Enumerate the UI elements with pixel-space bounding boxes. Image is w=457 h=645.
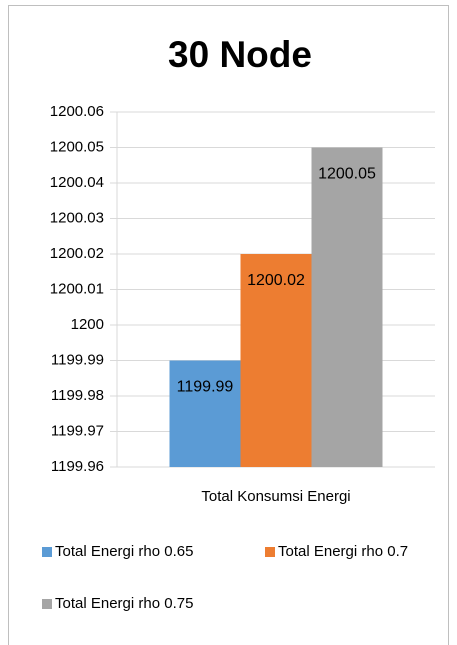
y-tick-label: 1200.04 bbox=[50, 174, 104, 191]
legend-swatch bbox=[42, 599, 52, 609]
bar bbox=[311, 147, 383, 467]
y-tick-label: 1200 bbox=[71, 316, 104, 333]
y-tick-label: 1200.01 bbox=[50, 280, 104, 297]
bar bbox=[169, 360, 241, 467]
data-label: 1200.05 bbox=[318, 166, 376, 183]
y-tick-label: 1199.97 bbox=[51, 422, 104, 439]
bar bbox=[240, 254, 312, 467]
legend-swatch bbox=[42, 547, 52, 557]
legend-label: Total Energi rho 0.75 bbox=[55, 595, 193, 612]
legend-label: Total Energi rho 0.7 bbox=[278, 543, 408, 560]
y-tick-label: 1199.96 bbox=[51, 458, 104, 475]
chart-title: 30 Node bbox=[168, 34, 312, 75]
y-tick-label: 1199.99 bbox=[51, 351, 104, 368]
y-tick-label: 1200.03 bbox=[50, 209, 104, 226]
legend-swatch bbox=[265, 547, 275, 557]
x-tick-label: Total Konsumsi Energi bbox=[201, 488, 350, 505]
y-tick-label: 1199.98 bbox=[51, 387, 104, 404]
y-tick-label: 1200.05 bbox=[50, 138, 104, 155]
data-label: 1200.02 bbox=[247, 272, 305, 289]
y-tick-label: 1200.02 bbox=[50, 245, 104, 262]
legend-label: Total Energi rho 0.65 bbox=[55, 543, 193, 560]
data-label: 1199.99 bbox=[177, 379, 234, 396]
y-tick-label: 1200.06 bbox=[50, 103, 104, 120]
